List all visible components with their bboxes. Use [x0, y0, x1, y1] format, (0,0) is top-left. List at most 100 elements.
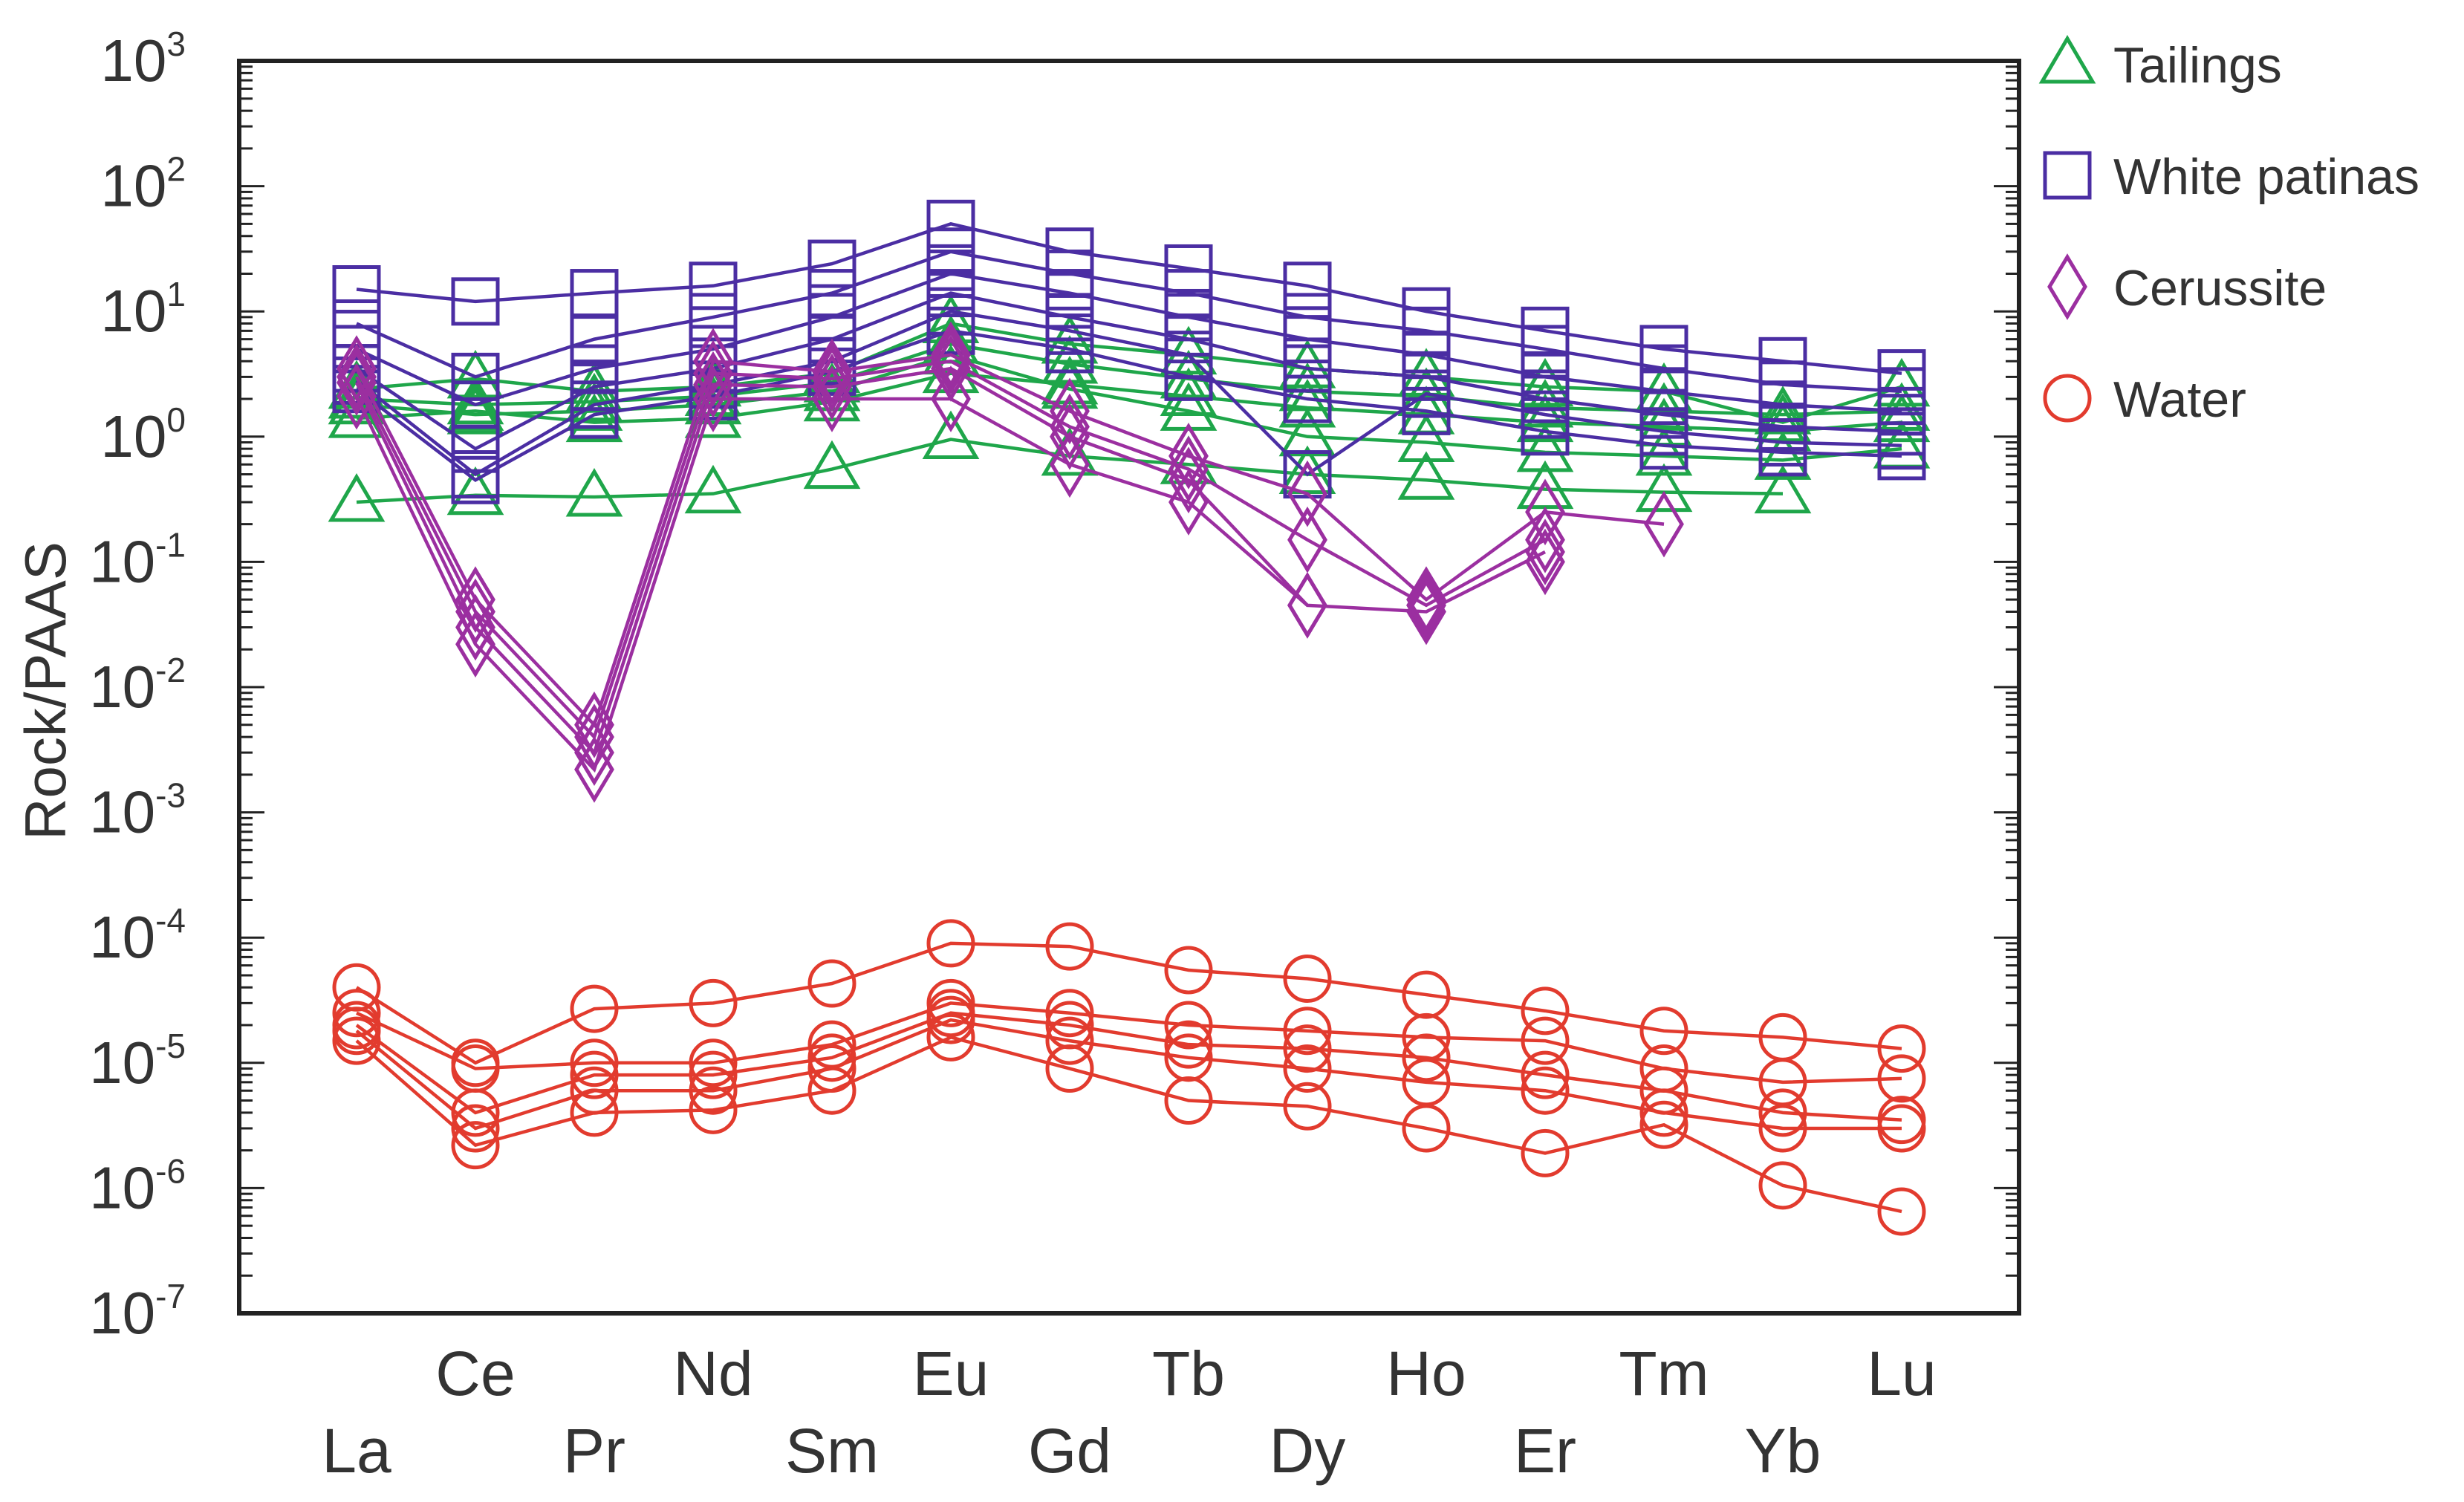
x-axis-category-labels: La Ce Pr Nd Sm Eu Gd Tb Dy Ho Er Tm Yb Lu	[322, 1339, 1936, 1486]
data-point	[337, 363, 377, 430]
data-point	[684, 464, 742, 514]
y-tick-label: 101	[100, 275, 186, 344]
data-point	[1168, 446, 1209, 514]
data-point	[570, 984, 619, 1033]
series-line	[355, 1011, 1902, 1122]
data-point	[1521, 1066, 1570, 1115]
data-point	[1050, 393, 1090, 461]
data-point	[1639, 421, 1688, 470]
data-point	[1283, 450, 1332, 499]
series-cerussite-4	[337, 363, 1565, 803]
y-tick-label-exponent: -2	[155, 651, 186, 689]
data-point	[1045, 1044, 1094, 1093]
y-tick-label: 10-3	[89, 776, 186, 845]
data-point	[1406, 572, 1446, 639]
data-point	[1045, 1016, 1094, 1065]
data-point	[1873, 357, 1931, 407]
data-point	[1877, 1054, 1926, 1103]
data-point	[1521, 407, 1570, 456]
data-point	[1283, 1007, 1332, 1056]
legend-item: Tailings	[2038, 35, 2282, 94]
data-point	[332, 265, 381, 314]
data-point	[451, 1088, 500, 1137]
y-tick-label-exponent: 2	[166, 150, 186, 189]
data-point	[337, 343, 377, 411]
data-point	[1397, 413, 1455, 463]
series-line	[357, 396, 1545, 769]
data-point	[689, 1085, 738, 1134]
data-point	[451, 455, 500, 504]
data-point	[1283, 1024, 1332, 1073]
data-point	[1050, 403, 1090, 470]
data-point	[1758, 1088, 1807, 1137]
data-point	[1168, 423, 1209, 490]
data-point	[570, 315, 619, 364]
x-tick-label: Er	[1514, 1416, 1576, 1486]
legend-item: White patinas	[2043, 149, 2419, 205]
legend-label: Cerussite	[2113, 260, 2327, 316]
data-point	[689, 1066, 738, 1115]
data-point	[1525, 506, 1565, 573]
y-tick-label: 10-1	[89, 525, 186, 594]
data-point	[451, 1121, 500, 1170]
data-point	[1516, 357, 1574, 407]
data-point	[1635, 463, 1693, 513]
data-point	[1287, 460, 1327, 527]
data-point	[1283, 315, 1332, 364]
data-point	[1754, 431, 1812, 480]
x-tick-label: Sm	[785, 1416, 879, 1486]
y-tick-label-exponent: 0	[166, 400, 186, 439]
data-point	[926, 978, 975, 1027]
data-point	[1283, 1044, 1332, 1093]
x-tick-label: Yb	[1745, 1416, 1821, 1486]
y-tick-label-exponent: -6	[155, 1151, 186, 1190]
x-tick-label: Gd	[1028, 1416, 1111, 1486]
data-point	[922, 410, 980, 460]
data-point	[451, 424, 500, 473]
data-point	[1164, 1076, 1213, 1125]
data-point	[1045, 922, 1094, 971]
data-point	[1164, 352, 1213, 401]
data-point	[1402, 1033, 1451, 1082]
data-point	[1516, 423, 1574, 472]
data-point	[1278, 407, 1336, 457]
data-point	[1877, 1187, 1926, 1236]
data-point	[446, 386, 504, 435]
y-tick-label-base: 10	[89, 904, 155, 970]
data-point	[328, 473, 386, 522]
y-tick-label-exponent: -5	[155, 1027, 186, 1065]
data-point	[1168, 469, 1209, 536]
series-group-cerussite	[337, 321, 1684, 803]
data-point	[1521, 1016, 1570, 1065]
data-point	[1050, 377, 1090, 445]
data-point	[1877, 432, 1926, 481]
data-point	[812, 353, 852, 420]
series-line	[355, 329, 1902, 482]
data-point	[332, 1016, 381, 1065]
y-tick-label-exponent: -7	[155, 1277, 186, 1316]
data-point	[693, 328, 733, 395]
data-point	[689, 978, 738, 1027]
legend-label: White patinas	[2113, 149, 2419, 205]
series-group-water	[332, 919, 1926, 1236]
data-point	[570, 1050, 619, 1099]
series-line	[356, 250, 1902, 394]
data-point	[926, 1012, 975, 1062]
data-point	[1639, 1007, 1688, 1056]
data-point	[337, 335, 377, 402]
data-point	[446, 349, 504, 399]
data-point	[689, 293, 738, 342]
data-point	[446, 466, 504, 516]
data-point	[451, 1104, 500, 1153]
data-point	[1283, 1082, 1332, 1131]
data-point	[337, 349, 377, 416]
data-point	[1164, 1001, 1213, 1050]
data-point	[812, 338, 852, 406]
data-point	[332, 1007, 381, 1056]
series-line	[355, 1018, 1902, 1131]
data-point	[1639, 1088, 1688, 1137]
data-point	[1287, 572, 1327, 639]
y-tick-label-base: 10	[100, 403, 166, 469]
data-point	[565, 468, 623, 517]
